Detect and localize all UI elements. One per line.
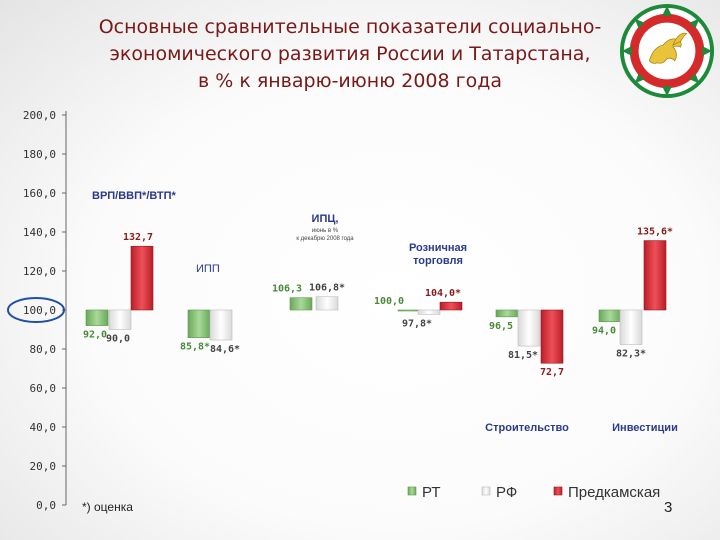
title-line-3: в % к январю-июню 2008 года	[197, 70, 503, 92]
legend-swatch-rf	[481, 486, 491, 496]
bar-rt	[495, 309, 519, 318]
bar-value-label: 106,8*	[309, 283, 345, 294]
group-label: ВРП/ВВП*/ВТП*	[92, 190, 177, 202]
page-title: Основные сравнительные показатели социал…	[70, 14, 630, 95]
y-tick-label: 180,0	[23, 148, 56, 161]
bar-rt	[397, 309, 421, 312]
bar-value-label: 92,0	[83, 330, 107, 341]
bar-value-label: 135,6*	[637, 227, 673, 238]
bar-rf	[209, 309, 233, 341]
y-tick-label: 160,0	[23, 187, 56, 200]
bar-value-label: 96,5	[489, 321, 513, 332]
footnote: *) оценка	[82, 500, 133, 514]
bar-value-label: 97,8*	[402, 318, 432, 329]
y-tick-label: 200,0	[23, 109, 56, 122]
group-sublabel: июнь в % к декабрю 2008 года	[296, 228, 354, 242]
bar-rf	[108, 309, 132, 330]
y-tick-label: 40,0	[30, 421, 57, 434]
bar-rt	[289, 297, 313, 311]
legend-swatch-predkamskaya	[553, 486, 563, 496]
y-tick-label: 0,0	[36, 499, 56, 512]
y-tick-label: 140,0	[23, 226, 56, 239]
bar-value-label: 100,0	[374, 296, 404, 307]
tatarstan-emblem-logo	[619, 3, 715, 99]
bar-predkamskaya	[130, 245, 154, 311]
bar-value-label: 85,8*	[180, 342, 210, 353]
group-label: Розничная торговля	[409, 242, 467, 267]
legend-label-rf: РФ	[496, 484, 517, 501]
bar-value-label: 82,3*	[616, 349, 646, 360]
bar-predkamskaya	[540, 309, 564, 364]
y-tick-label: 120,0	[23, 265, 56, 278]
bar-rf	[315, 296, 339, 311]
legend-label-rt: РТ	[422, 484, 441, 501]
highlight-circle	[7, 297, 65, 323]
bar-value-label: 104,0*	[425, 288, 461, 299]
y-tick-label: 80,0	[30, 343, 57, 356]
y-tick-label: 100,0	[23, 304, 56, 317]
bar-rt	[85, 309, 109, 326]
group-label: ИПП	[196, 263, 220, 275]
bar-rf	[417, 309, 441, 315]
legend-swatch-rt	[407, 486, 417, 496]
bar-value-label: 106,3	[272, 284, 302, 295]
group-label: Строительство	[485, 422, 569, 434]
bar-value-label: 81,5*	[508, 350, 538, 361]
group-label: ИПЦ,	[312, 213, 339, 225]
group-label: Инвестиции	[612, 422, 678, 434]
bar-rf	[517, 309, 541, 347]
title-line-1: Основные сравнительные показатели социал…	[98, 16, 602, 38]
page-number: 3	[664, 499, 673, 516]
bar-value-label: 94,0	[592, 326, 616, 337]
bar-rt	[598, 309, 622, 322]
bar-value-label: 132,7	[123, 232, 153, 243]
title-line-2: экономического развития России и Татарст…	[109, 43, 591, 65]
bar-value-label: 72,7	[540, 367, 564, 378]
bar-value-label: 84,6*	[210, 344, 240, 355]
bar-predkamskaya	[643, 240, 667, 311]
legend-label-predkamskaya: Предкамская	[568, 484, 660, 501]
y-tick-label: 60,0	[30, 382, 57, 395]
y-tick-label: 20,0	[30, 460, 57, 473]
bar-value-label: 90,0	[106, 334, 130, 345]
bar-rt	[187, 309, 211, 338]
bar-predkamskaya	[439, 301, 463, 311]
bar-rf	[619, 309, 643, 345]
